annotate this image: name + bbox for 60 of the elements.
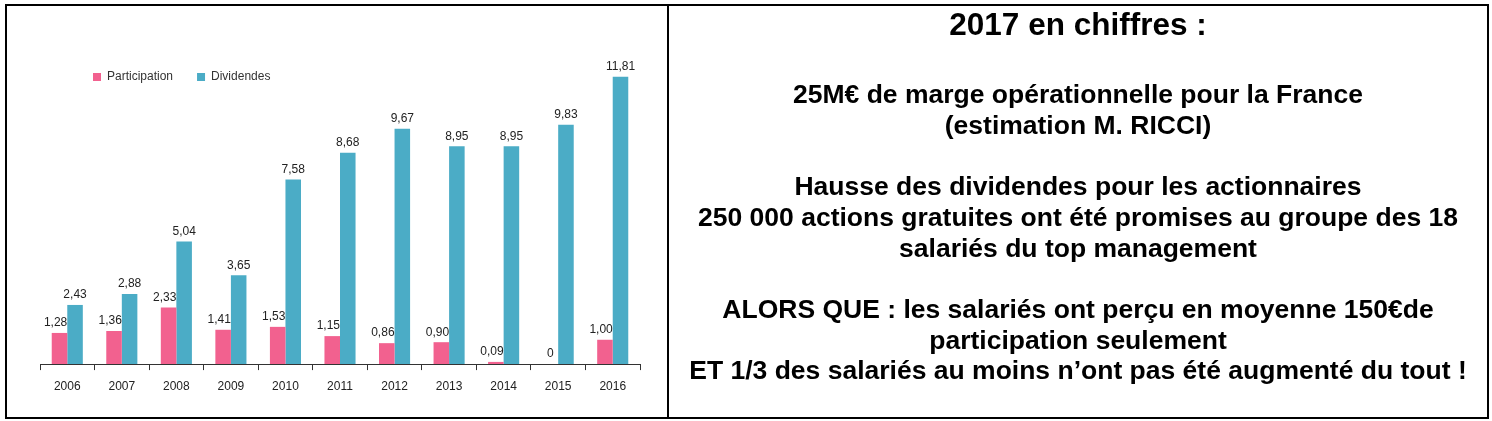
data-label: 0,86 bbox=[371, 325, 395, 340]
x-tick-label: 2008 bbox=[163, 378, 191, 393]
bar bbox=[230, 275, 247, 365]
x-tick-label: 2011 bbox=[327, 378, 354, 393]
x-tick-label: 2009 bbox=[217, 378, 245, 393]
data-label: 0 bbox=[547, 346, 555, 361]
bar bbox=[558, 124, 574, 365]
text: ALORS QUE : les salariés ont perçu en moyenne 150€de participation seulement ET 1/3 des salariés au moins n’ont pas été augmenté du tout ! bbox=[688, 293, 1468, 386]
x-tick-label: 2006 bbox=[53, 378, 81, 393]
bar bbox=[121, 294, 138, 365]
bar bbox=[449, 146, 465, 365]
legend-label: Dividendes bbox=[211, 69, 271, 84]
data-label: 1,00 bbox=[589, 322, 614, 337]
bar bbox=[215, 329, 231, 365]
bar bbox=[488, 361, 504, 365]
text: 2017 en chiffres : bbox=[948, 6, 1208, 42]
data-label: 11,81 bbox=[605, 58, 636, 73]
data-label: 8,68 bbox=[336, 135, 360, 150]
data-label: 9,67 bbox=[390, 111, 415, 126]
x-tick-label: 2016 bbox=[599, 378, 627, 393]
x-tick-label: 2014 bbox=[490, 378, 518, 393]
text: Hausse des dividendes pour les actionnaires 250 000 actions gratuites ont été promises au groupe des 18 salariés du top management bbox=[697, 171, 1459, 264]
x-tick-label: 2010 bbox=[272, 378, 300, 393]
data-label: 0,09 bbox=[480, 344, 504, 359]
data-label: 3,65 bbox=[227, 257, 251, 272]
bar bbox=[379, 343, 395, 365]
data-label: 2,88 bbox=[117, 276, 142, 291]
bar bbox=[394, 128, 411, 365]
bar bbox=[503, 146, 520, 365]
bar bbox=[324, 336, 340, 365]
bar bbox=[51, 332, 68, 365]
bar bbox=[176, 241, 192, 365]
data-label: 5,04 bbox=[172, 223, 197, 238]
x-tick-label: 2012 bbox=[381, 378, 409, 393]
data-label: 9,83 bbox=[554, 107, 578, 122]
text: 25M€ de marge opérationnelle pour la France (estimation M. RICCI) bbox=[792, 79, 1364, 141]
bar bbox=[285, 179, 301, 365]
bar bbox=[160, 307, 177, 365]
bar bbox=[612, 76, 629, 365]
bar bbox=[433, 342, 450, 365]
bar bbox=[67, 304, 83, 365]
bar bbox=[269, 326, 286, 365]
data-label: 1,41 bbox=[207, 312, 232, 327]
data-label: 0,90 bbox=[425, 324, 450, 339]
data-label: 1,28 bbox=[43, 315, 68, 330]
bar bbox=[340, 152, 356, 365]
data-label: 7,58 bbox=[281, 161, 306, 176]
data-label: 2,33 bbox=[153, 289, 177, 304]
x-tick-label: 2007 bbox=[108, 378, 136, 393]
data-label: 2,43 bbox=[63, 287, 88, 302]
data-label: 1,53 bbox=[262, 309, 286, 324]
x-tick-label: 2015 bbox=[544, 378, 572, 393]
data-label: 8,95 bbox=[499, 128, 524, 143]
bar bbox=[597, 339, 613, 365]
data-label: 8,95 bbox=[445, 128, 469, 143]
x-tick-label: 2013 bbox=[435, 378, 463, 393]
data-label: 1,15 bbox=[316, 318, 341, 333]
legend-label: Participation bbox=[107, 69, 174, 84]
bar bbox=[106, 331, 122, 365]
data-label: 1,36 bbox=[98, 313, 123, 328]
